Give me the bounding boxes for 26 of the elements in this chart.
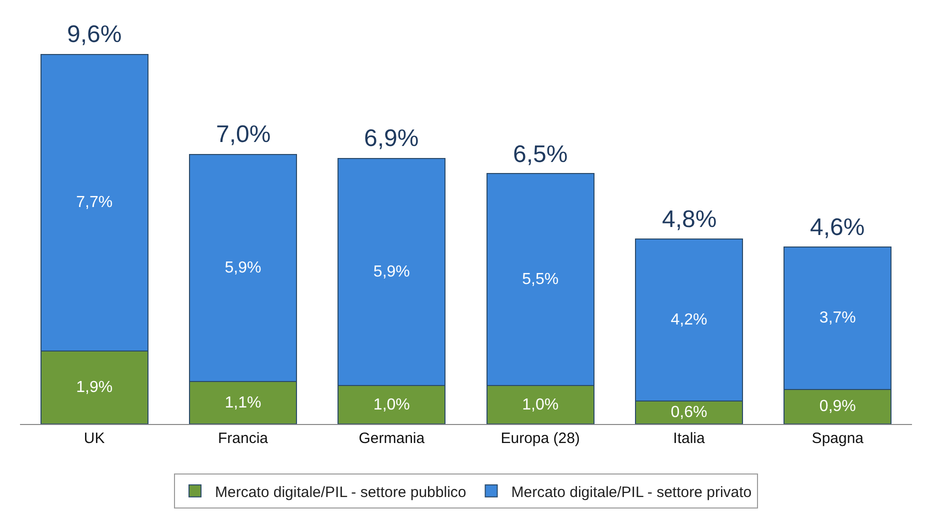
data-label: 7,7%	[76, 194, 113, 212]
total-label: 7,0%	[216, 121, 271, 148]
total-label: 4,6%	[810, 214, 865, 241]
data-label: 1,1%	[224, 394, 262, 412]
data-label: 4,2%	[670, 312, 708, 329]
legend-label: Mercato digitale/PIL - settore privato	[511, 484, 752, 501]
total-label: 4,8%	[662, 206, 717, 233]
legend-label: Mercato digitale/PIL - settore pubblico	[215, 484, 466, 501]
data-label: 5,9%	[224, 260, 262, 277]
x-tick-label: Francia	[218, 430, 269, 447]
data-label: 1,9%	[76, 378, 113, 396]
data-label: 5,9%	[373, 263, 410, 280]
x-tick-label: Italia	[673, 430, 706, 447]
data-label: 1,0%	[522, 396, 559, 414]
data-label: 1,0%	[373, 396, 410, 414]
total-label: 6,9%	[364, 125, 419, 152]
total-label: 9,6%	[67, 21, 122, 48]
x-tick-label: Spagna	[812, 430, 864, 447]
total-label: 6,5%	[513, 141, 568, 168]
data-label: 0,6%	[670, 404, 708, 421]
x-tick-label: Germania	[358, 430, 426, 447]
data-label: 3,7%	[819, 310, 856, 327]
x-tick-label: Europa (28)	[500, 430, 580, 447]
x-tick-label: UK	[84, 430, 105, 447]
data-label: 5,5%	[522, 271, 559, 288]
data-label: 0,9%	[819, 398, 856, 416]
